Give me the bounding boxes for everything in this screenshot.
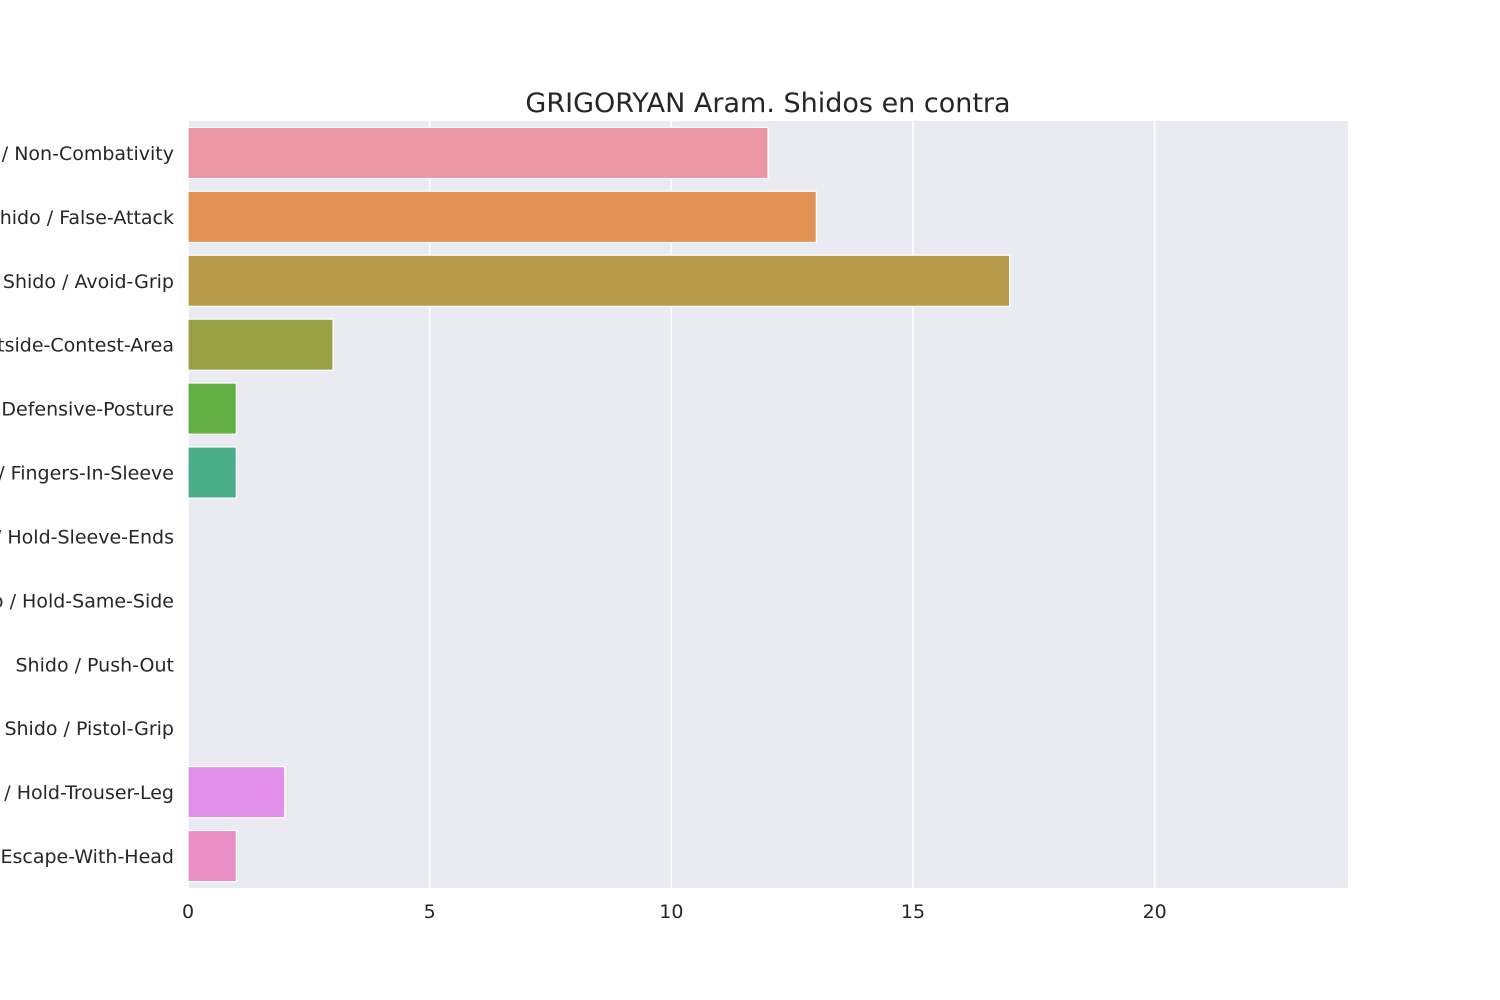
y-tick-label: Shido / Push-Out (16, 654, 175, 676)
y-tick-label: Shido / Pistol-Grip (4, 718, 174, 740)
y-tick-label: Shido / Avoid-Grip (3, 271, 174, 293)
bars (187, 126, 1011, 883)
y-tick-label: Shido / Outside-Contest-Area (0, 335, 174, 357)
bar (187, 382, 237, 435)
x-tick-label: 10 (659, 901, 683, 923)
x-tick-labels: 0 5 10 15 20 (182, 901, 1167, 923)
x-tick-label: 15 (901, 901, 925, 923)
x-tick-label: 0 (182, 901, 194, 923)
bar (187, 318, 334, 371)
bar (187, 254, 1011, 307)
bar (187, 829, 237, 883)
y-tick-labels: Shido / Non-Combativity Shido / False-Att… (0, 143, 174, 868)
y-tick-label: Shido / Hold-Sleeve-Ends (0, 526, 174, 548)
bar (187, 446, 237, 499)
y-tick-label: Shido / False-Attack (0, 207, 174, 229)
y-tick-label: Shido / Escape-With-Head (0, 846, 174, 868)
chart-title: GRIGORYAN Aram. Shidos en contra (525, 88, 1010, 119)
bar (187, 190, 817, 244)
y-tick-label: Shido / Hold-Trouser-Leg (0, 782, 174, 804)
y-tick-label: Shido / Non-Combativity (0, 143, 174, 165)
grid-lines (187, 121, 1156, 888)
y-tick-label: Shido / Fingers-In-Sleeve (0, 463, 174, 485)
bar (187, 765, 286, 819)
y-tick-label: Shido / Hold-Same-Side (0, 590, 174, 612)
bar (187, 126, 769, 180)
y-tick-label: Shido / Defensive-Posture (0, 399, 174, 421)
x-tick-label: 5 (424, 901, 436, 923)
x-tick-label: 20 (1143, 901, 1167, 923)
